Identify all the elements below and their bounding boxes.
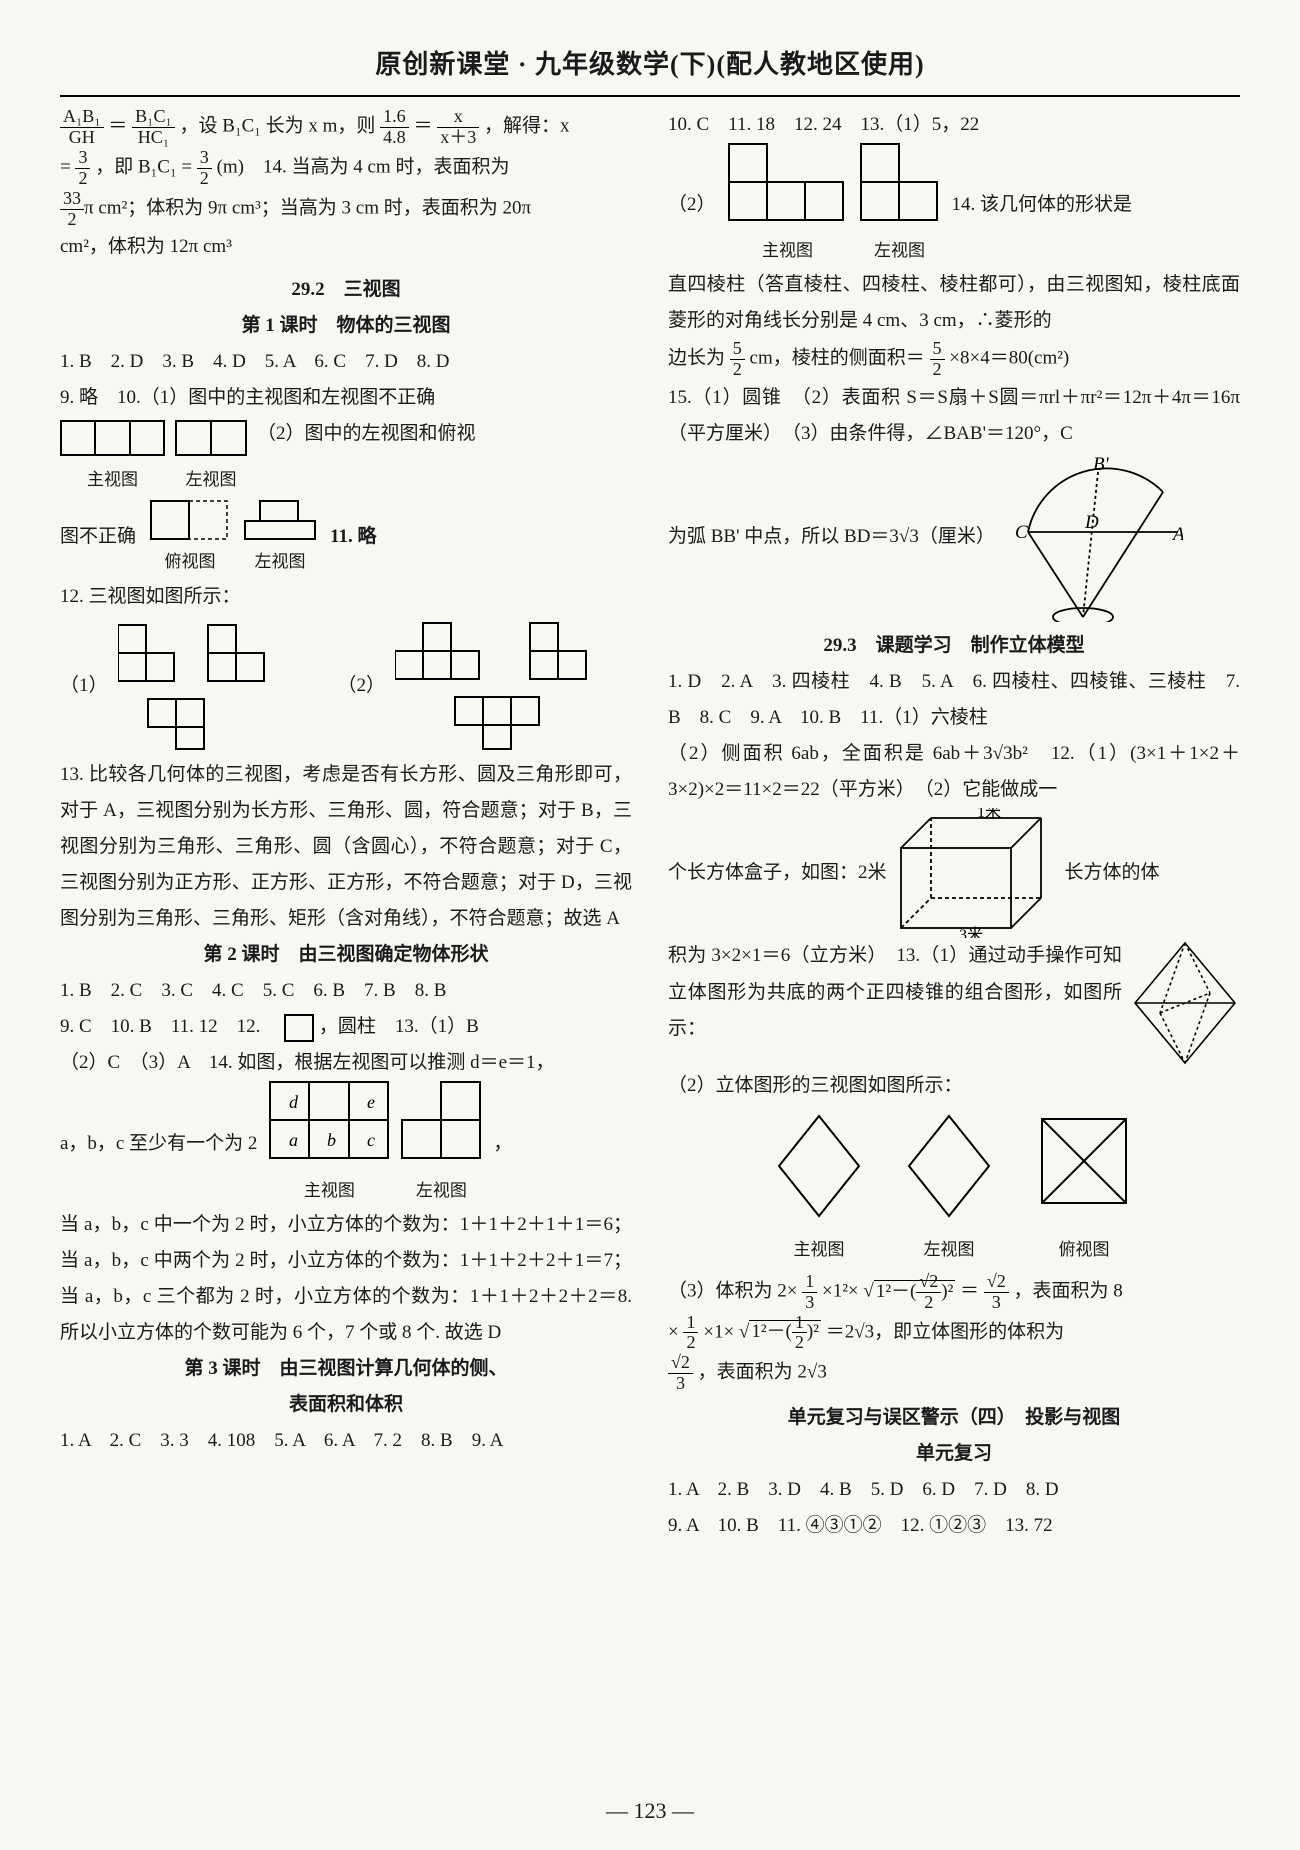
label-main-view-r2: 主视图 <box>774 1234 864 1266</box>
cone-arc-diagram: B' A C D B <box>1003 452 1183 622</box>
page-number: — 123 — <box>0 1790 1300 1832</box>
left-line-3: 332π cm²；体积为 9π cm³；当高为 3 cm 时，表面积为 20π <box>60 189 632 230</box>
q12-2-diagram <box>395 621 625 751</box>
left-p9a: 9. 略 10.（1）图中的主视图和左视图不正确 <box>60 380 632 416</box>
label-left-view: 左视图 <box>175 464 247 496</box>
right-p12c: 积为 3×2×1＝6（立方米） 13.（1）通过动手操作可知立体图形为共底的两个… <box>668 938 1122 1068</box>
right-p15a: 15.（1）圆锥 （2）表面积 S＝S扇＋S圆＝πrl＋πr²＝12π＋4π＝1… <box>668 380 1240 452</box>
right-p11b: （2）侧面积 6ab，全面积是 6ab＋3√3b² 12.（1）(3×1＋1×2… <box>668 736 1240 808</box>
svg-text:b: b <box>327 1130 336 1150</box>
right-p12b2: 长方体的体 <box>1065 855 1160 891</box>
label-left-view-r2: 左视图 <box>904 1234 994 1266</box>
left-p14a: （2）C （3）A 14. 如图，根据左视图可以推测 d＝e＝1， <box>60 1045 632 1081</box>
rhombus-main <box>774 1111 864 1221</box>
svg-text:d: d <box>289 1092 299 1112</box>
label-left-view-2: 左视图 <box>244 546 316 578</box>
label-main-view-r: 主视图 <box>728 235 848 267</box>
label-top-view-r2: 俯视图 <box>1034 1234 1134 1266</box>
answers-29-2-2: 1. B 2. C 3. C 4. C 5. C 6. B 7. B 8. B <box>60 973 632 1009</box>
rhombus-left <box>904 1111 994 1221</box>
left-line-2: = 32 ，即 B₁C₁ = 32 (m) 14. 当高为 4 cm 时，表面积… <box>60 148 632 189</box>
right-ans10: 10. C 11. 18 12. 24 13.（1）5，22 <box>668 107 1240 143</box>
left-p13: 13. 比较各几何体的三视图，考虑是否有长方形、圆及三角形即可，对于 A，三视图… <box>60 757 632 937</box>
cuboid-diagram: 1米 3米 <box>891 808 1061 938</box>
octahedron-diagram <box>1130 938 1240 1068</box>
left-p9b: （2）图中的左视图和俯视 <box>257 416 632 452</box>
answers-29-3: 1. D 2. A 3. 四棱柱 4. B 5. A 6. 四棱柱、四棱锥、三棱… <box>668 664 1240 736</box>
svg-text:e: e <box>367 1092 375 1112</box>
views-row-2: 图不正确 俯视图 左视图 11. 略 <box>60 496 632 578</box>
left-pBad: 图不正确 <box>60 519 136 555</box>
svg-text:B': B' <box>1093 454 1110 475</box>
answers-unit: 1. A 2. B 3. D 4. B 5. D 6. D 7. D 8. D <box>668 1472 1240 1508</box>
answers-29-2-2b: 9. C 10. B 11. 12 12. ，圆柱 13.（1）B <box>60 1009 632 1045</box>
three-view-set: （1） （2） <box>60 621 632 751</box>
right-p14c: 边长为 52 cm，棱柱的侧面积＝ 52 ×8×4＝80(cm²) <box>668 339 1240 380</box>
answers-29-2-1: 1. B 2. D 3. B 4. D 5. A 6. C 7. D 8. D <box>60 344 632 380</box>
right-p13e: √23 ，表面积为 2√3 <box>668 1353 1240 1394</box>
label-main-view: 主视图 <box>60 464 165 496</box>
section-unit-sub: 单元复习 <box>668 1436 1240 1472</box>
main-view-table: d e a b c <box>269 1081 389 1161</box>
two-columns: A₁B₁GH ＝ B₁C₁HC₁ ，设 B₁C₁ 长为 x m，则 1.64.8… <box>60 107 1240 1544</box>
square-top <box>1034 1111 1134 1221</box>
label-top-view: 俯视图 <box>150 546 230 578</box>
label-left-view-r: 左视图 <box>860 235 940 267</box>
answers-unit-2: 9. A 10. B 11. ④③①② 12. ①②③ 13. 72 <box>668 1508 1240 1544</box>
right-p13c: （3）体积为 2× 13 ×1²× √1²－(√22)² ＝ √23 ，表面积为… <box>668 1272 1240 1313</box>
section-29-2-3b: 表面积和体积 <box>60 1387 632 1423</box>
section-29-2: 29.2 三视图 <box>60 272 632 308</box>
left-p12: 12. 三视图如图所示： <box>60 579 632 615</box>
section-unit: 单元复习与误区警示（四） 投影与视图 <box>668 1400 1240 1436</box>
section-29-2-3a: 第 3 课时 由三视图计算几何体的侧、 <box>60 1351 632 1387</box>
page-title: 原创新课堂 · 九年级数学(下)(配人教地区使用) <box>60 40 1240 97</box>
q2-main-view-diagram <box>728 143 848 221</box>
svg-text:a: a <box>289 1130 298 1150</box>
right-p14b: 直四棱柱（答直棱柱、四棱柱、棱柱都可），由三视图知，棱柱底面菱形的对角线长分别是… <box>668 267 1240 339</box>
front-view-diagram <box>60 420 165 460</box>
views-row-1: 主视图 左视图 （2）图中的左视图和俯视 <box>60 416 632 496</box>
section-29-3: 29.3 课题学习 制作立体模型 <box>668 628 1240 664</box>
label-1m: 1米 <box>977 808 1001 821</box>
section-29-2-2: 第 2 课时 由三视图确定物体形状 <box>60 937 632 973</box>
right-p13d: × 12 ×1× √1²－(12)² ＝2√3，即立体图形的体积为 <box>668 1313 1240 1354</box>
left-view-diagram <box>175 420 247 460</box>
right-column: 10. C 11. 18 12. 24 13.（1）5，22 （2） 主视图 左… <box>668 107 1240 1544</box>
svg-text:D: D <box>1084 512 1099 533</box>
p11: 11. 略 <box>330 519 376 555</box>
label-main-view-2: 主视图 <box>269 1175 389 1207</box>
left-line-1: A₁B₁GH ＝ B₁C₁HC₁ ，设 B₁C₁ 长为 x m，则 1.64.8… <box>60 107 632 148</box>
left-column: A₁B₁GH ＝ B₁C₁HC₁ ，设 B₁C₁ 长为 x m，则 1.64.8… <box>60 107 632 1544</box>
right-p12b1: 个长方体盒子，如图：2米 <box>668 855 887 891</box>
top-view-diagram <box>150 500 230 542</box>
right-p15b: 为弧 BB' 中点，所以 BD＝3√3（厘米） <box>668 519 995 555</box>
left-p14b: a，b，c 至少有一个为 2 <box>60 1126 257 1162</box>
fill-box-icon <box>284 1014 314 1042</box>
svg-text:c: c <box>367 1130 375 1150</box>
right-p13b: （2）立体图形的三视图如图所示： <box>668 1068 1240 1104</box>
svg-text:A: A <box>1171 524 1183 545</box>
left-p14c: 当 a，b，c 中一个为 2 时，小立方体的个数为：1＋1＋2＋1＋1＝6；当 … <box>60 1207 632 1351</box>
q2-left-view-diagram <box>860 143 940 221</box>
left-view-2-diagram <box>244 500 316 542</box>
answers-29-2-3: 1. A 2. C 3. 3 4. 108 5. A 6. A 7. 2 8. … <box>60 1423 632 1459</box>
left-line-4: cm²，体积为 12π cm³ <box>60 229 632 265</box>
section-29-2-1: 第 1 课时 物体的三视图 <box>60 308 632 344</box>
left-view-table <box>401 1081 481 1161</box>
label-3m: 3米 <box>959 926 983 938</box>
right-p14: 14. 该几何体的形状是 <box>952 187 1133 223</box>
q12-1-diagram <box>118 621 328 751</box>
svg-text:C: C <box>1015 522 1028 543</box>
label-left-view-3: 左视图 <box>401 1175 481 1207</box>
